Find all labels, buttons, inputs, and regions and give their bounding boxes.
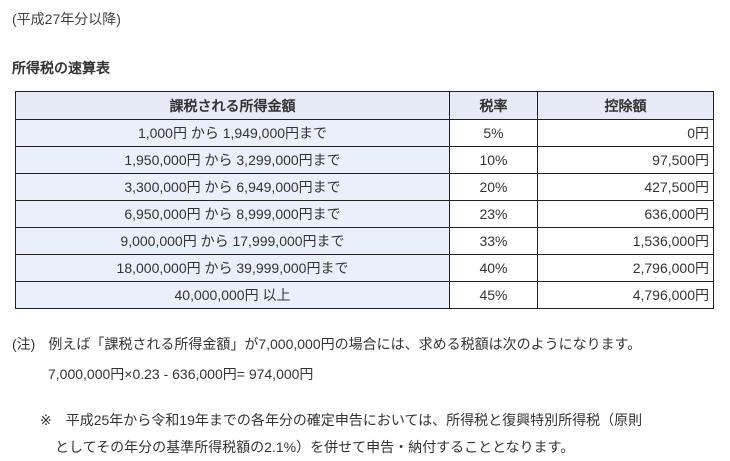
deduction-cell: 0円 [537, 119, 714, 147]
tax-rate-table: 課税される所得金額 税率 控除額 1,000円 から 1,949,000円まで 5… [15, 91, 714, 309]
note-marker: (注) [12, 336, 36, 352]
table-header-deduction: 控除額 [537, 91, 714, 120]
rate-cell: 45% [449, 281, 538, 309]
asterisk-note: ※ 平成25年から令和19年までの各年分の確定申告においては、所得税と復興特別所得… [12, 407, 718, 461]
table-row: 3,300,000円 から 6,949,000円まで 20% 427,500円 [15, 173, 714, 201]
rate-cell: 10% [449, 146, 538, 174]
rate-cell: 33% [449, 227, 538, 255]
table-header-row: 課税される所得金額 税率 控除額 [15, 91, 714, 120]
deduction-cell: 636,000円 [537, 200, 714, 228]
deduction-cell: 1,536,000円 [537, 227, 714, 255]
table-row: 1,950,000円 から 3,299,000円まで 10% 97,500円 [15, 146, 714, 174]
asterisk-note-line1: ※ 平成25年から令和19年までの各年分の確定申告においては、所得税と復興特別所得… [12, 407, 718, 434]
deduction-cell: 2,796,000円 [537, 254, 714, 282]
table-header-income: 課税される所得金額 [15, 91, 450, 120]
deduction-cell: 427,500円 [537, 173, 714, 201]
table-row: 18,000,000円 から 39,999,000円まで 40% 2,796,000… [15, 254, 714, 282]
rate-cell: 20% [449, 173, 538, 201]
rate-cell: 5% [449, 119, 538, 147]
deduction-cell: 4,796,000円 [537, 281, 714, 309]
formula-text: 7,000,000円×0.23 - 636,000円= 974,000円 [48, 366, 314, 382]
table-row: 40,000,000円 以上 45% 4,796,000円 [15, 281, 714, 309]
income-cell: 1,000円 から 1,949,000円まで [15, 119, 450, 147]
income-cell: 9,000,000円 から 17,999,000円まで [15, 227, 450, 255]
table-row: 1,000円 から 1,949,000円まで 5% 0円 [15, 119, 714, 147]
asterisk-note-line1-text: 平成25年から令和19年までの各年分の確定申告においては、所得税と復興特別所得税… [65, 412, 643, 428]
note-text: 例えば「課税される所得金額」が7,000,000円の場合には、求める税額は次のよ… [48, 336, 642, 352]
rate-cell: 40% [449, 254, 538, 282]
asterisk-note-marker: ※ [40, 412, 52, 428]
deduction-cell: 97,500円 [537, 146, 714, 174]
income-cell: 40,000,000円 以上 [15, 281, 450, 309]
page-title: 所得税の速算表 [12, 60, 110, 76]
income-cell: 3,300,000円 から 6,949,000円まで [15, 173, 450, 201]
income-cell: 6,950,000円 から 8,999,000円まで [15, 200, 450, 228]
table-row: 6,950,000円 から 8,999,000円まで 23% 636,000円 [15, 200, 714, 228]
note-line: (注) 例えば「課税される所得金額」が7,000,000円の場合には、求める税額は… [12, 334, 718, 354]
era-note: (平成27年分以降) [12, 11, 121, 27]
table-header-rate: 税率 [449, 91, 538, 120]
table-row: 9,000,000円 から 17,999,000円まで 33% 1,536,000円 [15, 227, 714, 255]
rate-cell: 23% [449, 200, 538, 228]
income-cell: 1,950,000円 から 3,299,000円まで [15, 146, 450, 174]
income-cell: 18,000,000円 から 39,999,000円まで [15, 254, 450, 282]
